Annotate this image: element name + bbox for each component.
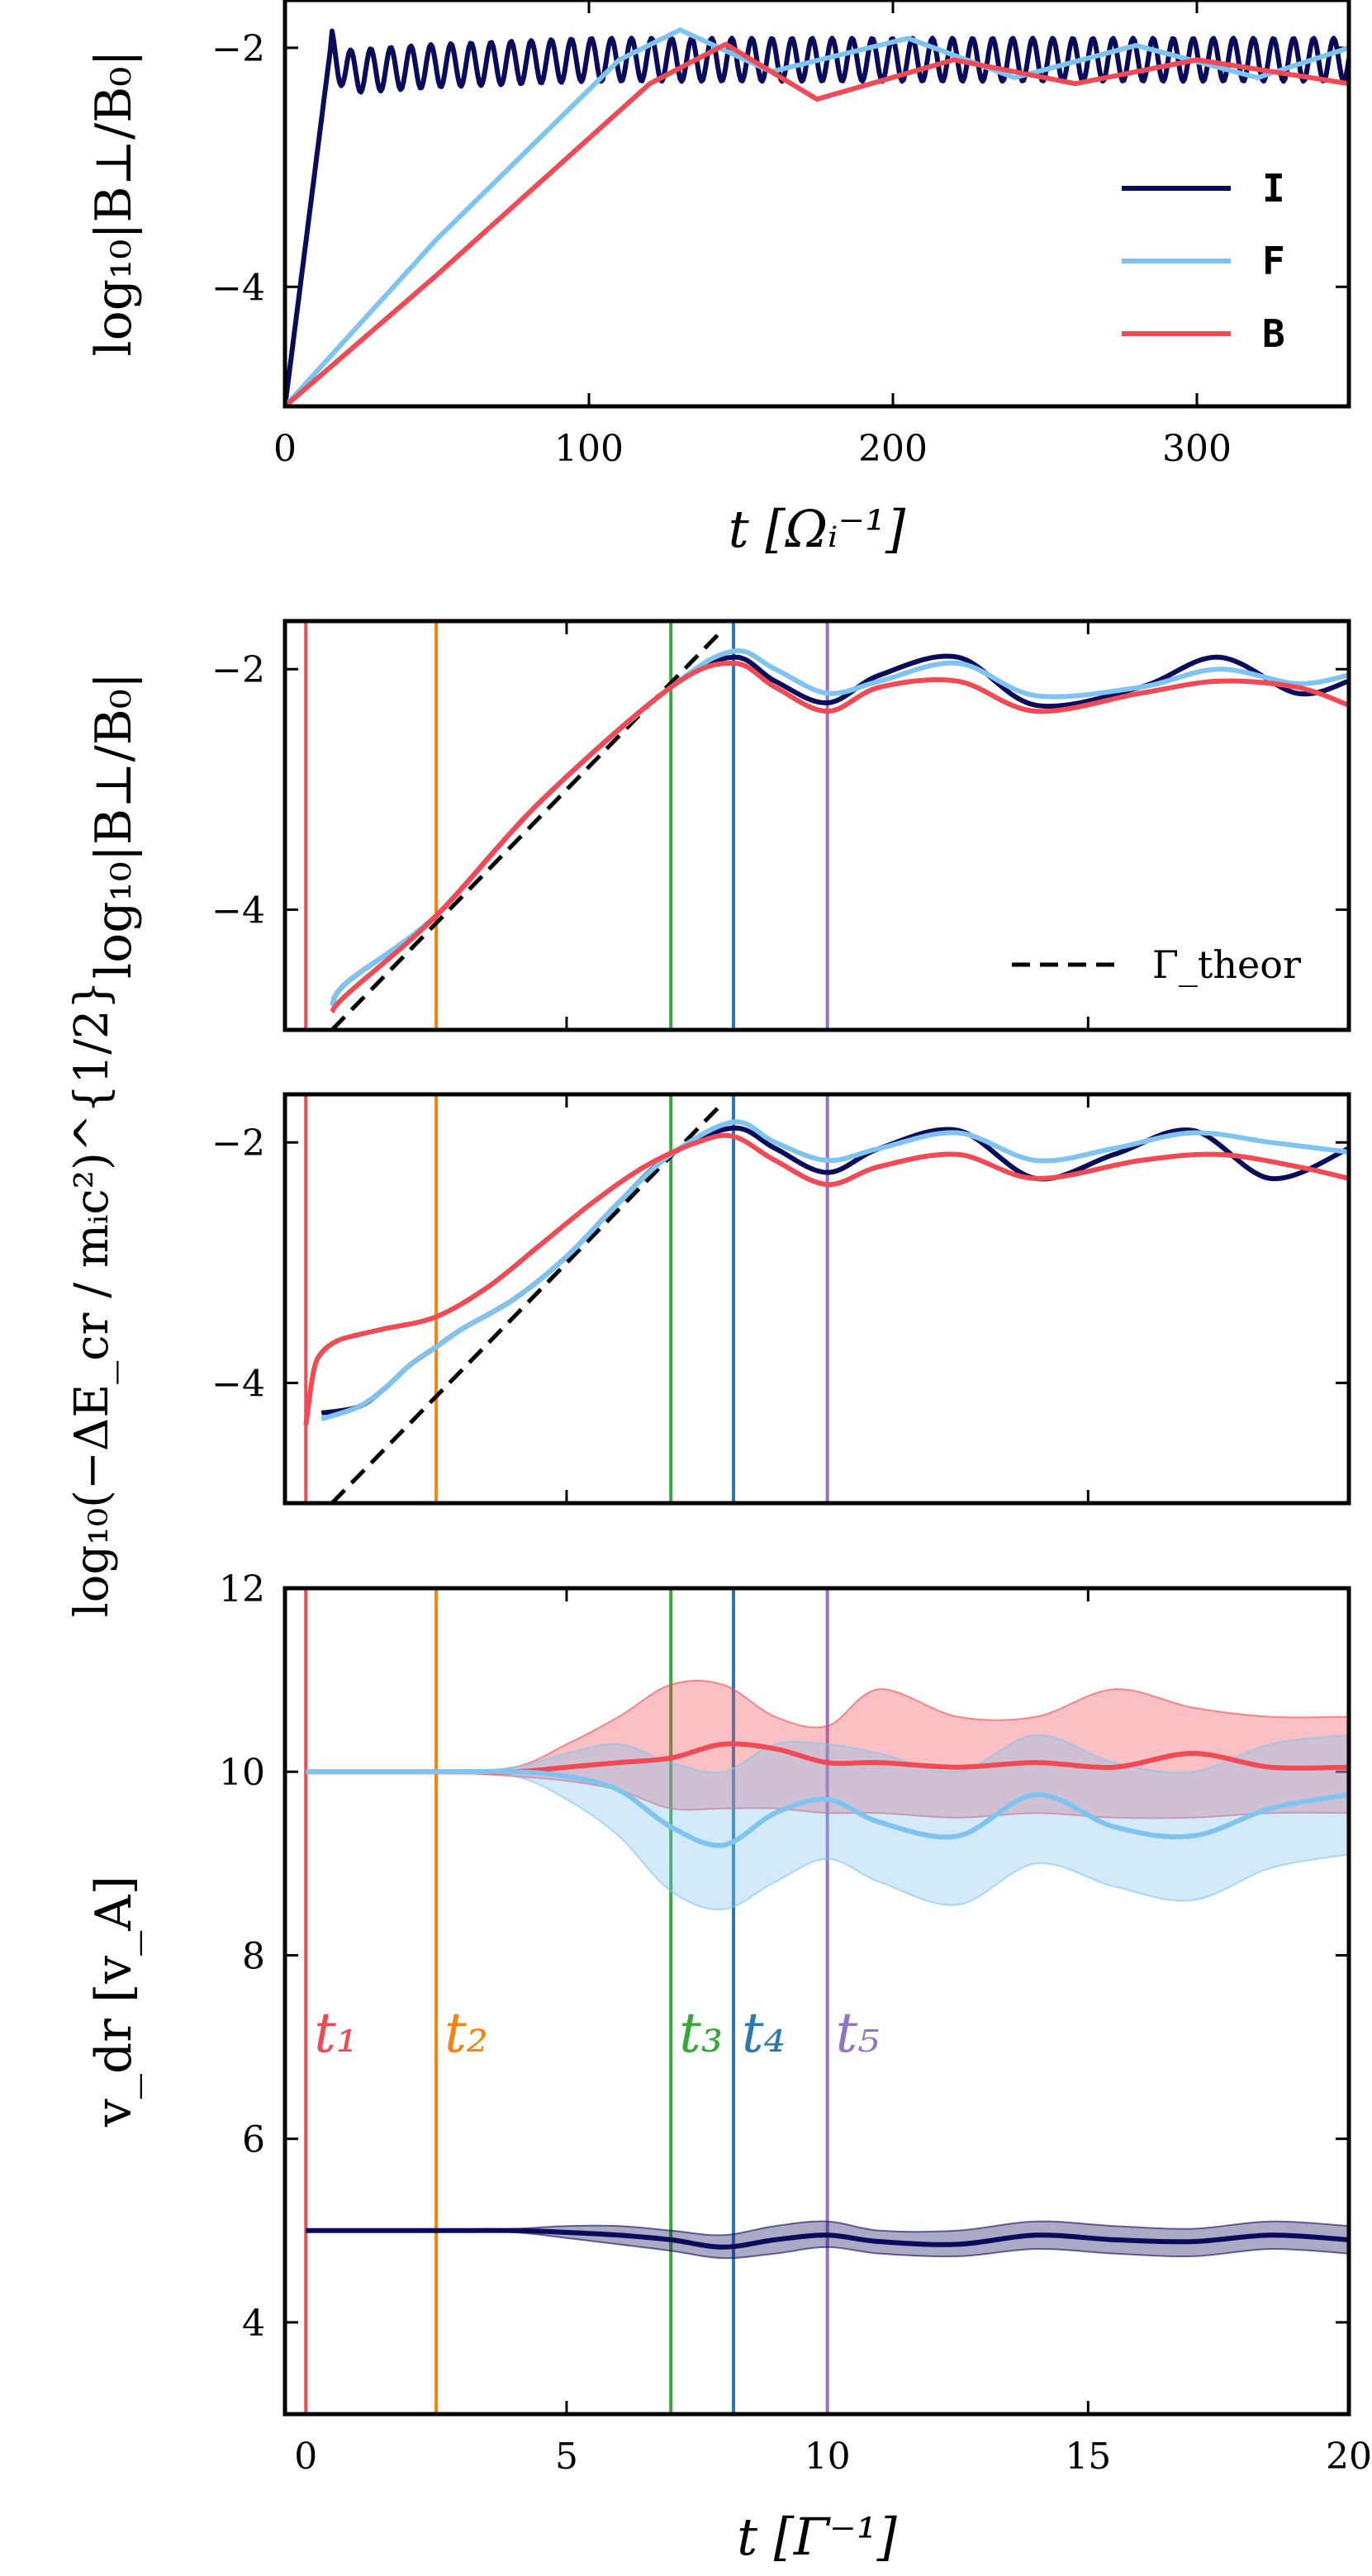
legend-label-B: B [1262, 311, 1285, 356]
time-marker-label: t₁ [314, 2001, 358, 2065]
y-tick-label: 12 [219, 1568, 265, 1611]
series-line-I [306, 2227, 1349, 2250]
axes-middle-2: −4 −2 log₁₀(−ΔE_cr / mᵢc²)^{1/2} [65, 980, 1351, 1617]
legend-label-theory: Γ_theor [1152, 942, 1301, 987]
series-line-F [306, 1768, 1349, 1848]
band-upper-B [306, 1679, 1349, 1773]
x-tick-label: 5 [555, 2436, 578, 2478]
axes-bottom: 4 6 8 10 12 0 5 10 15 20 t₁ t₂ t₃ t₄ t₅ v_dr [v_A]t [Γ⁻… [85, 1568, 1372, 2567]
plot-area-bottom [304, 1588, 1349, 2414]
x-tick-label: 15 [1065, 2436, 1111, 2478]
time-marker-label: t₄ [742, 2001, 786, 2065]
plot-area-middle-1 [304, 621, 1349, 1030]
legend: IFB [1122, 166, 1285, 356]
y-axis-label: log₁₀(−ΔE_cr / mᵢc²)^{1/2} [65, 980, 119, 1617]
plot-area-top [285, 27, 1349, 406]
legend-label-F: F [1262, 239, 1285, 283]
y-tick-label: −2 [211, 1122, 265, 1165]
x-tick-label: 300 [1162, 428, 1232, 470]
plot-frame [282, 0, 1351, 409]
x-tick-label: 200 [858, 428, 928, 470]
y-tick-label: 8 [242, 1935, 265, 1977]
y-axis-label: log₁₀|B⊥/B₀| [85, 50, 143, 356]
axes-top: −4 −2 0 100 200 300 log₁₀|B⊥/B₀| t [Ωᵢ⁻¹] IFB [85, 0, 1351, 559]
time-marker-label: t₂ [444, 2001, 488, 2065]
y-axis-label: v_dr [v_A] [85, 1876, 143, 2128]
band-upper-F [306, 1734, 1349, 1774]
y-tick-label: −2 [211, 649, 265, 691]
y-tick-label: −4 [211, 267, 265, 309]
plot-frame [282, 1092, 1351, 1506]
y-axis-label: log₁₀|B⊥/B₀| [85, 672, 143, 979]
x-tick-label: 20 [1326, 2436, 1372, 2478]
band-lower-F [306, 1770, 1349, 1911]
y-tick-label: −4 [211, 1363, 265, 1405]
y-tick-label: −4 [211, 890, 265, 932]
time-marker-label: t₅ [836, 2001, 880, 2065]
band-B [306, 1680, 1349, 1819]
x-axis-label: t [Γ⁻¹] [737, 2507, 897, 2567]
x-axis-label: t [Ωᵢ⁻¹] [729, 499, 906, 559]
legend: Γ_theor [1012, 942, 1301, 987]
axes-middle-1: −4 −2 log₁₀|B⊥/B₀| Γ_theor [85, 619, 1351, 1032]
x-tick-label: 10 [805, 2436, 851, 2478]
plot-frame [282, 619, 1351, 1032]
x-tick-label: 0 [273, 428, 297, 470]
legend-label-I: I [1262, 166, 1285, 211]
theory-line [330, 1101, 725, 1503]
x-tick-label: 0 [294, 2436, 317, 2478]
y-tick-label: −2 [211, 28, 265, 70]
series-line-B [303, 1132, 1349, 1426]
y-tick-label: 4 [242, 2303, 265, 2345]
plot-frame [282, 1586, 1351, 2417]
plot-area-middle-2 [303, 1094, 1349, 1503]
y-tick-label: 10 [219, 1752, 265, 1794]
time-marker-label: t₃ [679, 2001, 723, 2065]
x-tick-label: 100 [554, 428, 624, 470]
series-line-B [330, 661, 1349, 1014]
series-line-F [320, 1119, 1349, 1421]
series-line-B [285, 41, 1349, 406]
y-tick-label: 6 [242, 2119, 265, 2161]
